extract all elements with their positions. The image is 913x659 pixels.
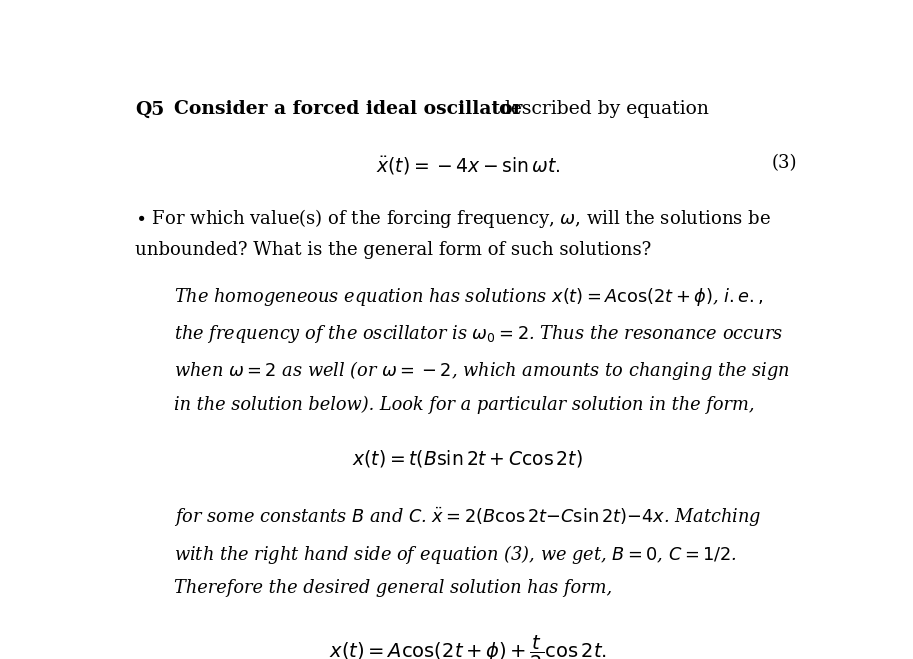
Text: described by equation: described by equation [493, 100, 708, 119]
Text: Q5: Q5 [135, 100, 164, 119]
Text: when $\omega = 2$ as well (or $\omega = -2$, which amounts to changing the sign: when $\omega = 2$ as well (or $\omega = … [174, 359, 791, 382]
Text: $x(t) = t(B\sin 2t + C\cos 2t)$: $x(t) = t(B\sin 2t + C\cos 2t)$ [352, 447, 583, 469]
Text: in the solution below). Look for a particular solution in the form,: in the solution below). Look for a parti… [174, 396, 755, 414]
Text: for some constants $B$ and $C$. $\ddot{x} = 2(B\cos 2t{-}C\sin 2t){-}4x$. Matchi: for some constants $B$ and $C$. $\ddot{x… [174, 506, 761, 529]
Text: the frequency of the oscillator is $\omega_0 = 2$. Thus the resonance occurs: the frequency of the oscillator is $\ome… [174, 323, 783, 345]
Text: $\bullet$ For which value(s) of the forcing frequency, $\omega$, will the soluti: $\bullet$ For which value(s) of the forc… [135, 207, 771, 230]
Text: Consider a forced ideal oscillator: Consider a forced ideal oscillator [174, 100, 523, 119]
Text: (3): (3) [771, 154, 797, 172]
Text: Therefore the desired general solution has form,: Therefore the desired general solution h… [174, 579, 613, 597]
Text: $x(t) = A\cos(2t + \phi) + \dfrac{t}{2}\cos 2t.$: $x(t) = A\cos(2t + \phi) + \dfrac{t}{2}\… [329, 633, 607, 659]
Text: with the right hand side of equation (3), we get, $B = 0$, $C = 1/2$.: with the right hand side of equation (3)… [174, 542, 737, 565]
Text: The homogeneous equation has solutions $x(t) = A\cos(2t + \phi)$, $i.e.,$: The homogeneous equation has solutions $… [174, 286, 764, 308]
Text: unbounded? What is the general form of such solutions?: unbounded? What is the general form of s… [135, 241, 652, 260]
Text: $\ddot{x}(t) = -4x - \sin\omega t.$: $\ddot{x}(t) = -4x - \sin\omega t.$ [375, 154, 561, 177]
